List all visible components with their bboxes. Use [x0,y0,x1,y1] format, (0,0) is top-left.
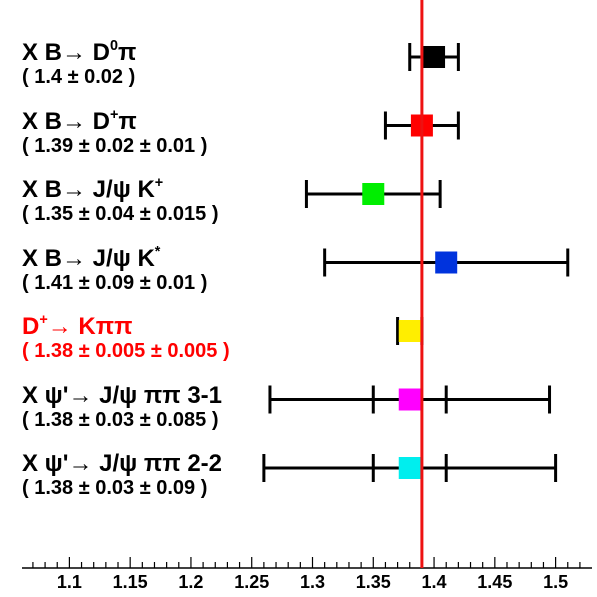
measurement-title-superscript: + [154,174,164,191]
measurement-label: X ψ'→ J/ψ ππ 2-2( 1.38 ± 0.03 ± 0.09 ) [22,452,222,499]
data-point-marker [362,183,385,205]
data-point-marker [423,46,446,68]
measurement-value: ( 1.38 ± 0.03 ± 0.09 ) [22,477,208,499]
measurement-title-superscript: + [110,106,119,123]
measurement-label: X ψ'→ J/ψ ππ 3-1( 1.38 ± 0.03 ± 0.085 ) [22,381,223,431]
measurement-title-tail: π [118,107,137,135]
measurement-title-tail: π [118,39,137,66]
data-point-marker [398,320,421,342]
measurement-title: X ψ'→ J/ψ ππ 3-1 [22,381,223,409]
x-tick-label: 1.3 [300,572,325,592]
measurement-title-text: X B→ D [22,39,111,66]
measurement-title: D+→ Kππ [22,311,230,340]
x-tick-label: 1.1 [57,572,82,592]
measurement-title-superscript: 0 [110,37,119,54]
x-tick-label: 1.15 [113,572,148,592]
measurement-label: D+→ Kππ( 1.38 ± 0.005 ± 0.005 ) [22,311,230,362]
measurement-value: ( 1.38 ± 0.005 ± 0.005 ) [22,340,230,362]
x-tick-label: 1.2 [178,572,203,592]
data-point-marker [398,388,421,411]
measurement-title-text: X B→ J/ψ K [22,244,155,272]
measurement-title: X ψ'→ J/ψ ππ 2-2 [22,452,222,476]
measurement-value: ( 1.38 ± 0.03 ± 0.085 ) [22,408,219,431]
measurement-label: X B→ J/ψ K*( 1.41 ± 0.09 ± 0.01 ) [22,244,208,294]
measurement-label: X B→ D0π( 1.4 ± 0.02 ) [22,37,137,88]
measurement-value: ( 1.39 ± 0.02 ± 0.01 ) [22,134,208,157]
measurement-title: X B→ J/ψ K* [22,244,207,272]
measurement-value: ( 1.4 ± 0.02 ) [22,66,136,88]
x-tick-label: 1.45 [477,572,512,592]
measurement-title-text: D [22,313,40,340]
measurement-title-superscript: * [154,243,161,260]
measurement-title: X B→ D+π [22,107,207,135]
x-tick-label: 1.25 [234,572,269,592]
measurement-value: ( 1.41 ± 0.09 ± 0.01 ) [22,271,208,294]
measurement-title-superscript: + [39,311,48,328]
measurement-title-text: X B→ D [22,107,111,135]
measurement-title-text: X B→ J/ψ K [22,176,155,203]
measurement-label: X B→ D+π( 1.39 ± 0.02 ± 0.01 ) [22,107,208,157]
x-tick-label: 1.5 [543,572,568,592]
measurement-title: X B→ D0π [22,37,137,66]
measurement-value: ( 1.35 ± 0.04 ± 0.015 ) [22,203,219,225]
measurement-title-text: X ψ'→ J/ψ ππ 3-1 [22,381,223,409]
measurement-label: X B→ J/ψ K+( 1.35 ± 0.04 ± 0.015 ) [22,174,219,225]
measurement-title: X B→ J/ψ K+ [22,174,219,203]
data-point-marker [435,251,458,274]
measurement-title-tail: → Kππ [47,313,133,340]
x-tick-label: 1.4 [422,572,447,592]
measurement-title-text: X ψ'→ J/ψ ππ 2-2 [22,450,223,477]
x-tick-label: 1.35 [356,572,391,592]
data-point-marker [398,457,421,479]
